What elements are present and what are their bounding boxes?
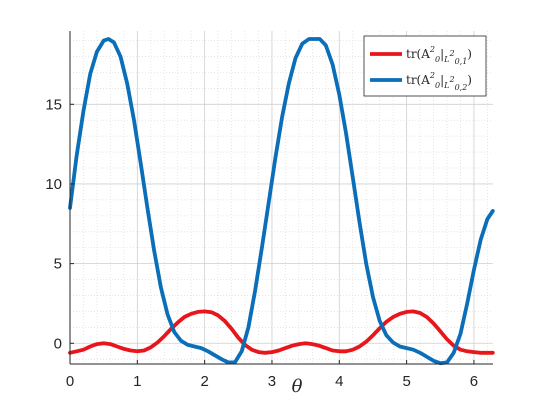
legend-label-part: L [443,81,449,90]
x-tick-label: 4 [335,373,343,390]
legend-label-part: A [420,47,430,61]
axes-layer [69,31,493,365]
legend-label-part: ) [467,47,472,61]
series-line-1 [68,309,495,355]
legend-label-part: L [443,55,449,64]
x-tick-label: 2 [200,373,208,390]
x-tick-label: 6 [470,373,478,390]
legend-label-part: 2 [448,75,454,84]
x-tick-label: 3 [268,373,276,390]
x-axis-label: θ [292,376,303,397]
x-tick-label: 0 [66,373,74,390]
ticks-layer: 0 1 2 3 4 5 6 0 5 10 15 [45,96,478,390]
legend-label-part: 0,2 [455,83,468,92]
legend-label-part: 2 [448,49,454,58]
legend-box [363,35,487,97]
series-layer [68,37,495,366]
legend-label-part: tr( [406,47,421,61]
legend-label-1: tr(A20|L20,1) [406,45,472,66]
y-tick-label: 10 [45,176,62,193]
legend-label-part: 0 [435,81,440,90]
legend-label-part: 2 [429,45,435,54]
x-tick-label: 1 [133,373,141,390]
legend: tr(A20|L20,1)tr(A20|L20,2) [363,35,487,97]
legend-label-part: tr( [406,73,421,87]
legend-label-part: ) [467,73,472,87]
legend-label-part: | [440,73,444,87]
x-tick-label: 5 [402,373,410,390]
legend-label-part: 0 [435,55,440,64]
y-tick-label: 15 [45,96,62,113]
y-tick-label: 0 [54,335,62,352]
y-tick-label: 5 [54,256,62,273]
legend-label-2: tr(A20|L20,2) [406,71,472,92]
legend-label-part: 0,1 [455,57,468,66]
series-line-2 [68,37,495,366]
legend-label-part: 2 [429,71,435,80]
legend-label-part: A [420,73,430,87]
legend-label-part: | [440,47,444,61]
